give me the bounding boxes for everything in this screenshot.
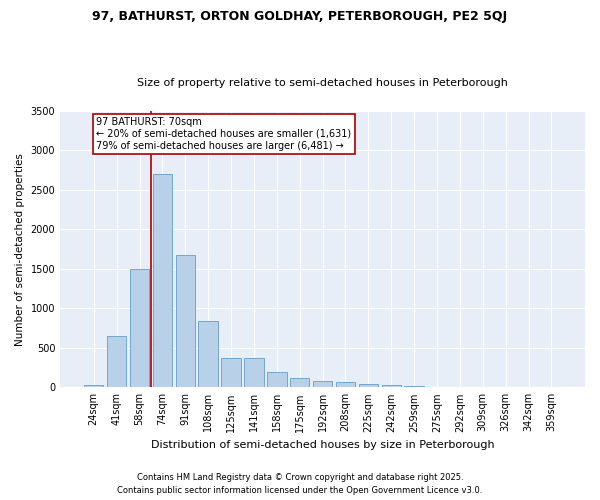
Text: 97 BATHURST: 70sqm
← 20% of semi-detached houses are smaller (1,631)
79% of semi: 97 BATHURST: 70sqm ← 20% of semi-detache… (96, 118, 351, 150)
Bar (176, 254, 195, 388)
Bar (404, 386, 424, 388)
X-axis label: Distribution of semi-detached houses by size in Peterborough: Distribution of semi-detached houses by … (151, 440, 494, 450)
Bar (152, 174, 172, 388)
Bar (130, 269, 149, 388)
Bar (244, 358, 263, 388)
Bar (313, 382, 332, 388)
Bar (336, 382, 355, 388)
Text: 97, BATHURST, ORTON GOLDHAY, PETERBOROUGH, PE2 5QJ: 97, BATHURST, ORTON GOLDHAY, PETERBOROUG… (92, 10, 508, 23)
Bar (290, 378, 310, 388)
Y-axis label: Number of semi-detached properties: Number of semi-detached properties (15, 152, 25, 346)
Title: Size of property relative to semi-detached houses in Peterborough: Size of property relative to semi-detach… (137, 78, 508, 88)
Bar (221, 358, 241, 388)
Bar (107, 336, 127, 388)
Bar (267, 372, 287, 388)
Bar (427, 386, 447, 388)
Bar (382, 386, 401, 388)
Bar (84, 385, 103, 388)
Text: Contains HM Land Registry data © Crown copyright and database right 2025.
Contai: Contains HM Land Registry data © Crown c… (118, 474, 482, 495)
Bar (199, 321, 218, 388)
Bar (359, 384, 378, 388)
